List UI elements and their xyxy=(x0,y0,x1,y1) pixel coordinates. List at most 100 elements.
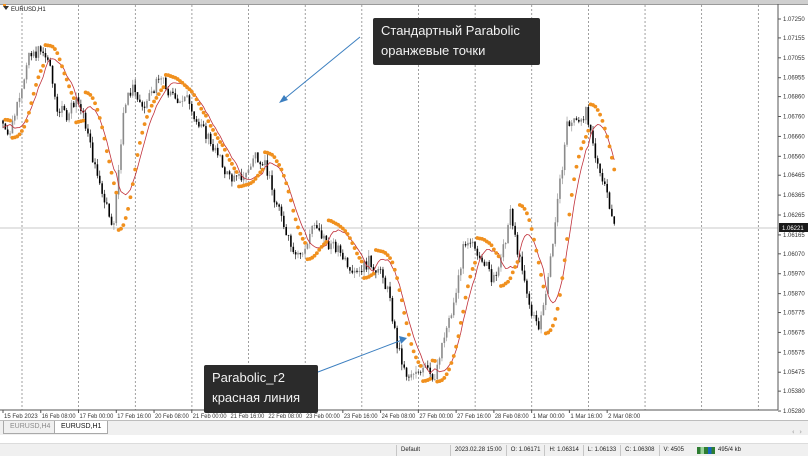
candle-body xyxy=(176,98,179,104)
candle-body xyxy=(368,255,370,270)
candle-body xyxy=(139,99,141,103)
candle-body xyxy=(526,280,528,294)
psar-dot xyxy=(418,364,423,368)
scroll-left-icon[interactable]: ‹ xyxy=(791,428,795,436)
psar-dot xyxy=(529,227,534,231)
candle xyxy=(412,372,415,380)
psar-dot xyxy=(71,96,76,101)
y-tick-label: 1.05380 xyxy=(783,389,805,395)
candle xyxy=(80,99,82,115)
x-tick-label: 27 Feb 00:00 xyxy=(419,414,453,420)
psar-dot xyxy=(572,177,577,182)
candle xyxy=(318,223,321,232)
psar-dot xyxy=(230,161,234,166)
candle xyxy=(224,165,226,179)
candle-body xyxy=(323,235,325,239)
candle xyxy=(106,197,108,205)
psar-dot xyxy=(126,206,130,211)
candle xyxy=(372,264,375,271)
candle xyxy=(301,252,304,258)
psar-dot xyxy=(392,267,397,272)
psar-dot xyxy=(253,176,258,181)
candle xyxy=(221,154,224,169)
price-chart[interactable]: 1.07250 1.07155 1.07055 1.06955 1.06860 1.067… xyxy=(0,0,808,420)
candle-body xyxy=(84,112,87,129)
candle xyxy=(18,92,21,108)
candle xyxy=(575,116,578,121)
candle-body xyxy=(332,241,335,244)
psar-dot xyxy=(251,179,256,184)
toolbar-strip xyxy=(0,0,808,5)
annotation-line: оранжевые точки xyxy=(381,43,486,58)
tab-eurusd-h4[interactable]: EURUSD,H4 xyxy=(3,421,58,434)
candle-body xyxy=(533,315,535,316)
status-profile[interactable]: Default xyxy=(396,444,450,456)
candle-body xyxy=(51,65,54,84)
x-tick-label: 17 Feb 00:00 xyxy=(80,414,114,420)
candle xyxy=(186,90,188,98)
candle-body xyxy=(14,115,16,121)
candle-body xyxy=(386,286,389,290)
psar-dot xyxy=(520,204,525,209)
candle-body xyxy=(245,172,247,178)
chart-menu-triangle-icon[interactable] xyxy=(3,6,9,10)
candle xyxy=(195,115,198,125)
candle-body xyxy=(278,204,280,207)
psar-dot xyxy=(388,256,392,261)
candle-body xyxy=(483,261,486,266)
candle xyxy=(342,249,344,261)
status-traffic: 495/4 kb xyxy=(717,446,742,453)
candle xyxy=(228,169,231,180)
psar-dot xyxy=(468,274,473,279)
candle-body xyxy=(488,261,490,270)
candle-body xyxy=(165,77,167,89)
candle xyxy=(431,373,434,382)
candle xyxy=(9,130,11,138)
candle-body xyxy=(148,93,151,101)
candle xyxy=(129,87,132,98)
candle-body xyxy=(191,103,193,112)
candle-body xyxy=(431,374,434,380)
psar-dot xyxy=(97,116,102,120)
candle xyxy=(273,188,276,208)
psar-dot xyxy=(36,75,41,80)
psar-dot xyxy=(62,71,67,76)
candle xyxy=(219,153,221,158)
candle-body xyxy=(436,364,439,380)
psar-dot xyxy=(555,306,560,311)
psar-dot xyxy=(8,118,12,123)
candle-body xyxy=(32,51,35,57)
connection-status-icon[interactable] xyxy=(696,446,715,454)
tab-eurusd-h1[interactable]: EURUSD,H1 xyxy=(54,421,109,434)
candle xyxy=(608,191,611,210)
candle xyxy=(21,88,23,104)
candle xyxy=(429,362,431,379)
candle xyxy=(398,342,401,351)
candle-body xyxy=(530,304,533,316)
scroll-right-icon[interactable]: › xyxy=(799,428,802,436)
psar-dot xyxy=(24,119,29,123)
tab-scroll-arrows[interactable]: ‹ › xyxy=(792,428,802,436)
candle xyxy=(368,250,370,276)
psar-dot xyxy=(161,85,166,90)
candle xyxy=(153,89,155,94)
psar-dot xyxy=(107,159,112,164)
candle-body xyxy=(360,270,363,273)
candle xyxy=(278,203,280,211)
candle-body xyxy=(214,147,217,151)
candle xyxy=(299,252,302,259)
psar-dot xyxy=(121,223,126,228)
candle-body xyxy=(87,128,89,134)
psar-dot xyxy=(19,129,24,133)
candle xyxy=(209,131,212,147)
candle xyxy=(200,118,203,128)
psar-dot xyxy=(109,170,114,175)
candle-body xyxy=(448,318,450,328)
candle-body xyxy=(412,373,415,375)
annotation-arrow-1 xyxy=(279,36,361,103)
candle xyxy=(566,116,568,147)
candle-body xyxy=(299,252,302,255)
candle xyxy=(238,172,240,179)
candle xyxy=(568,119,571,127)
psar-dot xyxy=(411,349,416,354)
